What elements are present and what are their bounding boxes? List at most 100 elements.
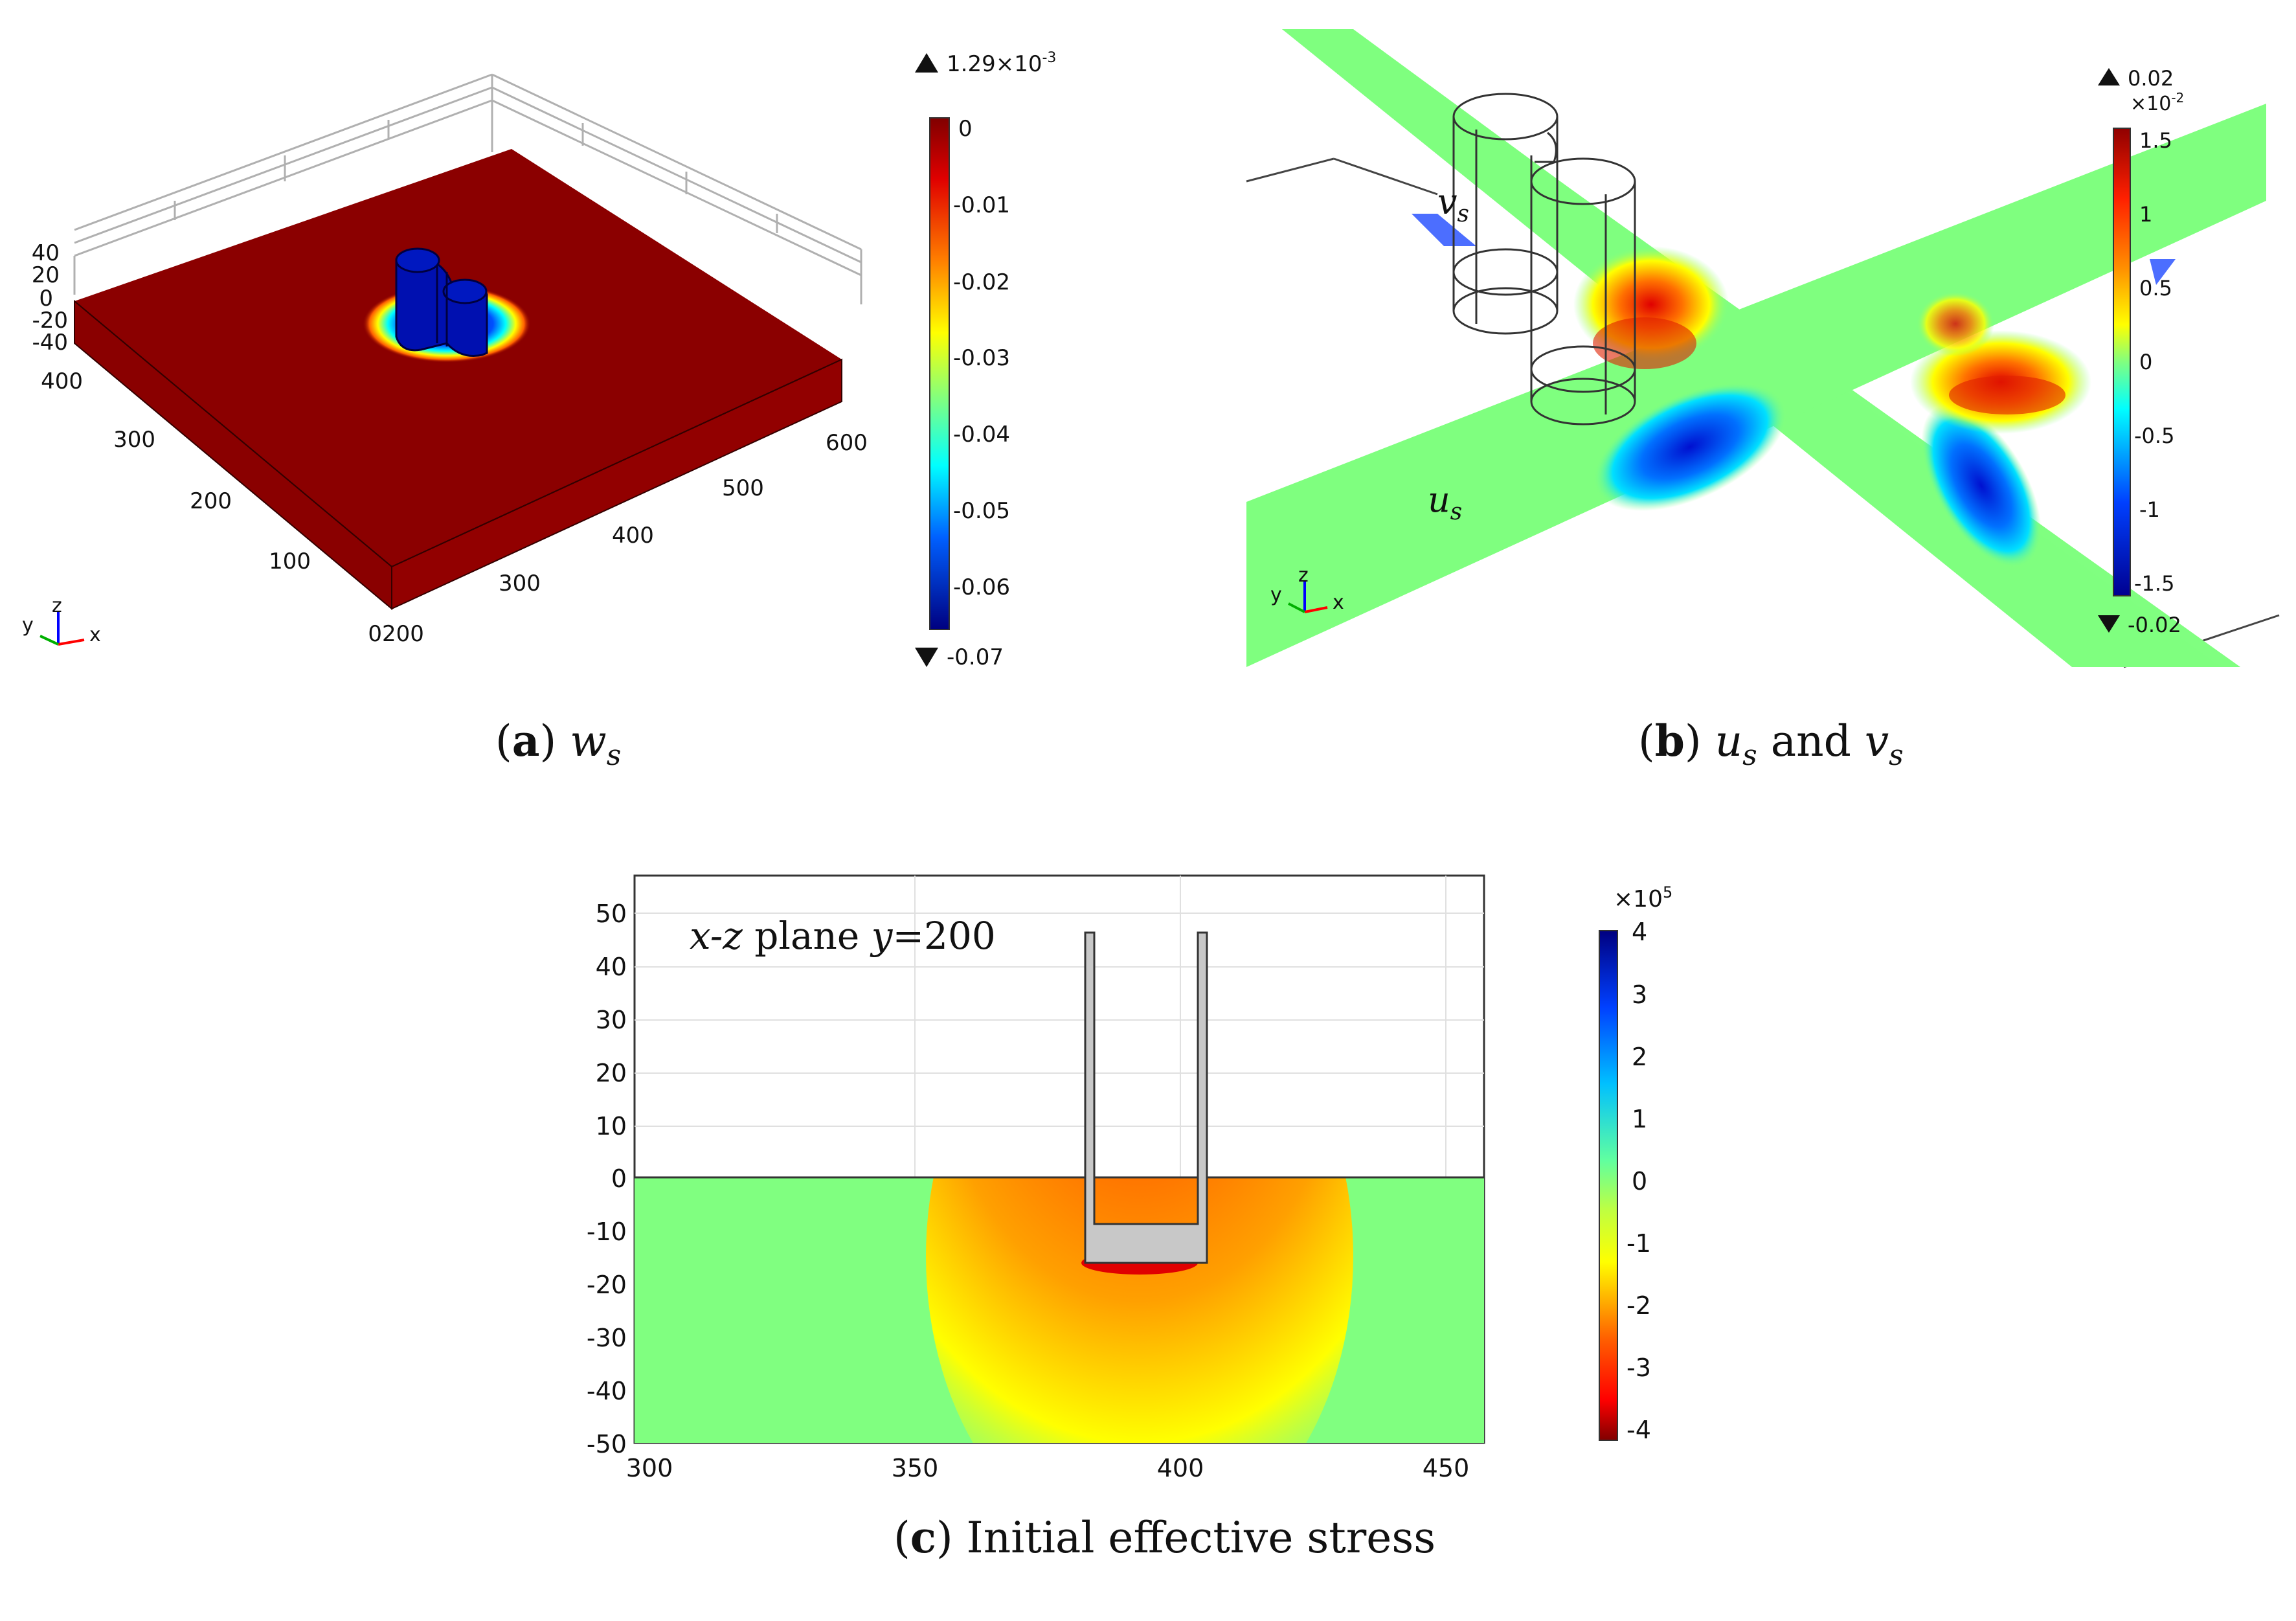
triad-y: y [1270, 584, 1282, 606]
vs-negative-lobe [1921, 403, 2042, 568]
y-tick: 40 [596, 953, 627, 981]
y-axis-ticks: 400 300 200 100 0 [41, 368, 382, 647]
y-tick: 100 [269, 549, 311, 574]
z-axis-ticks: 40 20 0 -20 -40 [32, 240, 68, 356]
colorbar-tick: 1 [2139, 202, 2152, 227]
colorbar-tick: 3 [1632, 981, 1647, 1009]
colorbar-c: ×105 4 3 2 1 0 -1 -2 -3 -4 [1599, 883, 1672, 1444]
max-marker-icon [915, 53, 938, 73]
label-us: us [1428, 479, 1462, 525]
colorbar-tick: 0 [1632, 1167, 1647, 1196]
colorbar-tick: -2 [1626, 1291, 1651, 1320]
colorbar-tick: -0.02 [953, 269, 1010, 295]
y-tick: -50 [587, 1430, 627, 1458]
y-tick: 50 [596, 900, 627, 928]
colorbar-b: 0.02 ×10-2 1.5 1 0.5 0 -0.5 -1 -1.5 -0.0… [2098, 66, 2184, 637]
y-axis-ticks: 50 40 30 20 10 0 -10 -20 -30 -40 -50 [587, 900, 627, 1458]
y-tick: 300 [113, 427, 155, 453]
axes-triad: z x y [22, 595, 101, 646]
triad-x: x [89, 624, 101, 646]
x-tick: 400 [612, 523, 654, 549]
y-tick: 200 [190, 488, 232, 514]
x-tick: 300 [499, 571, 541, 596]
x-tick: 500 [722, 475, 764, 501]
panel-a: 40 20 0 -20 -40 400 300 200 100 0 200 30… [0, 0, 1140, 772]
colorbar-tick: 1.5 [2139, 128, 2172, 153]
x-axis-ticks: 200 300 400 500 600 [382, 430, 868, 647]
x-tick: 400 [1157, 1454, 1204, 1482]
colorbar-a: 1.29×10-3 0 -0.01 -0.02 -0.03 -0.04 -0.0… [915, 50, 1056, 670]
y-tick: 0 [368, 621, 382, 647]
y-tick: 20 [596, 1059, 627, 1087]
colorbar-tick: 2 [1632, 1043, 1647, 1071]
colorbar-tick: -0.01 [953, 192, 1010, 218]
colorbar-tick: 4 [1632, 918, 1647, 946]
x-tick: 350 [892, 1454, 939, 1482]
y-tick: 10 [596, 1112, 627, 1140]
x-axis-ticks: 300 350 400 450 [626, 1454, 1470, 1482]
caption-a-symbol: w [570, 716, 607, 766]
colorbar-tick: -4 [1626, 1416, 1651, 1444]
colorbar-min: -0.07 [947, 644, 1004, 670]
caption-b-v-sub: s [1889, 739, 1904, 773]
z-tick: 20 [32, 262, 60, 288]
caption-b-letter: b [1654, 716, 1685, 766]
grid-box [73, 73, 862, 304]
triad-z: z [1298, 564, 1309, 587]
colorbar-gradient [2113, 128, 2131, 596]
x-tick: 300 [626, 1454, 673, 1482]
x-tick: 450 [1423, 1454, 1470, 1482]
caption-a-letter: a [512, 716, 540, 766]
min-marker-icon [2098, 615, 2120, 633]
colorbar-max: 1.29×10-3 [947, 50, 1056, 77]
caption-b-u-sub: s [1742, 739, 1757, 773]
colorbar-tick: 0 [2139, 350, 2152, 374]
colorbar-tick: -0.03 [953, 345, 1010, 371]
caisson-structure [395, 247, 488, 357]
colorbar-tick: -1 [2139, 497, 2160, 522]
caption-b-u: u [1715, 716, 1743, 766]
triad-z: z [52, 595, 62, 617]
y-tick: -30 [587, 1324, 627, 1352]
min-marker-icon [915, 648, 938, 667]
y-tick: -20 [587, 1271, 627, 1299]
caption-c: (c) Initial effective stress [894, 1512, 1436, 1563]
y-tick: -40 [587, 1377, 627, 1405]
caption-b-and: and [1770, 716, 1851, 766]
axes-triad: z x y [1270, 564, 1344, 614]
colorbar-tick: -0.06 [953, 574, 1010, 600]
colorbar-tick: 1 [1632, 1105, 1647, 1133]
z-tick: -20 [32, 308, 68, 334]
colorbar-multiplier: ×105 [1614, 883, 1672, 913]
colorbar-max: 0.02 [2128, 66, 2174, 91]
colorbar-tick: -0.04 [953, 422, 1010, 448]
x-tick: 600 [826, 430, 868, 456]
colorbar-gradient [929, 117, 950, 630]
caption-b-v: v [1864, 716, 1889, 766]
caption-a: (a) ws [495, 716, 622, 773]
soil-block [74, 149, 842, 611]
colorbar-tick: 0.5 [2139, 276, 2172, 300]
panel-c: x-z plane y=200 50 40 30 20 10 0 -10 -20… [557, 842, 1735, 1618]
colorbar-tick: -0.5 [2134, 424, 2174, 448]
label-vs: vs [1437, 181, 1469, 227]
colorbar-multiplier: ×10-2 [2130, 90, 2184, 115]
z-tick: -40 [32, 330, 68, 356]
colorbar-tick: -1 [1626, 1229, 1651, 1258]
panel-c-plot: x-z plane y=200 50 40 30 20 10 0 -10 -20… [587, 874, 1672, 1482]
y-tick: 0 [611, 1164, 627, 1193]
caption-b: (b) us and vs [1638, 716, 1904, 773]
caption-c-letter: c [910, 1512, 936, 1563]
gridlines [635, 876, 1484, 1443]
y-tick: -10 [587, 1218, 627, 1246]
y-tick: 400 [41, 368, 83, 394]
triad-x: x [1333, 591, 1344, 614]
panel-b-plot: vs us z x y 0.02 ×10-2 1.5 1 0.5 0 -0.5 … [1246, 29, 2280, 668]
caisson-wireframe [1452, 93, 1636, 425]
z-tick: 40 [32, 240, 60, 266]
y-tick: 30 [596, 1006, 627, 1034]
triad-y: y [22, 614, 34, 637]
x-tick: 200 [382, 621, 424, 647]
colorbar-tick: -0.05 [953, 498, 1010, 524]
colorbar-tick: -1.5 [2134, 571, 2174, 596]
